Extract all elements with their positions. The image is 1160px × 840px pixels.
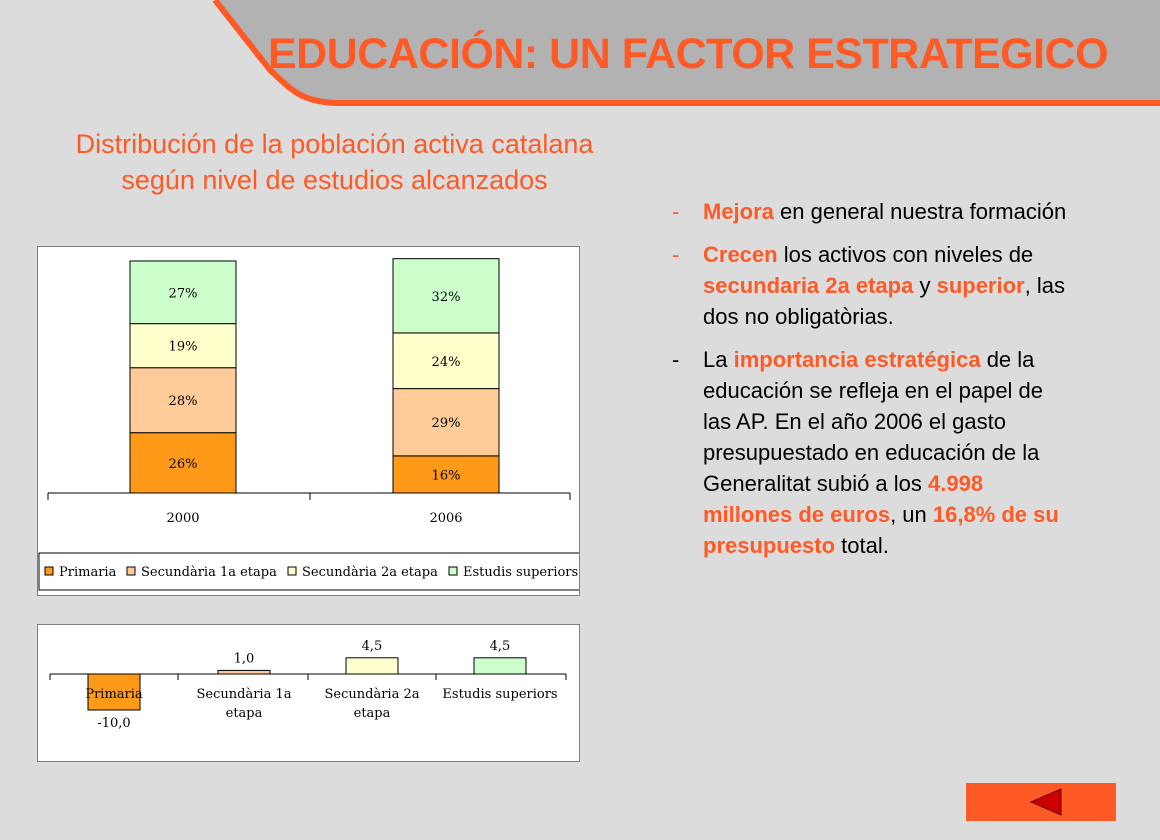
bar-primaria-2000 <box>129 432 237 494</box>
bullet-text: La importancia estratégica de la educaci… <box>703 344 1072 561</box>
body-text: de la educación se refleja en el papel d… <box>703 347 1044 496</box>
stacked-bar-chart: 26% 28% 19% 27% 2000 16% 29% 24% 32% 2006 Primaria… <box>38 258 579 591</box>
body-text: La <box>703 347 734 372</box>
legend: Primaria Secundària 1a etapa Secundària 2a… <box>38 552 579 591</box>
data-label: 26% <box>169 457 198 472</box>
x-tick-label: Primaria <box>85 687 143 702</box>
chart-subtitle: Distribución de la población activa cata… <box>75 129 594 195</box>
bullet-text: Crecen los activos con niveles de secund… <box>703 239 1072 332</box>
x-tick-label: Secundària 2a <box>325 687 420 702</box>
bullet-dash: - <box>672 347 680 372</box>
legend-label-estudis-superiors: Estudis superiors <box>463 565 578 580</box>
bullet-item: - Mejora en general nuestra formación <box>672 196 1072 227</box>
body-text: en general nuestra formación <box>773 199 1067 224</box>
bullet-list: - Mejora en general nuestra formación - Cre… <box>672 196 1072 573</box>
legend-swatch-secundaria-1a-etapa <box>126 566 136 576</box>
stacked-bar-chart-panel: 26% 28% 19% 27% 2000 16% 29% 24% 32% 2006 Primaria… <box>37 246 580 596</box>
x-tick-label: etapa <box>226 706 263 721</box>
bar-estudis-superiors-2000 <box>129 260 237 325</box>
header-gray-shape <box>0 0 1160 103</box>
data-label: 19% <box>169 340 198 355</box>
legend-swatch-secundaria-2a-etapa <box>287 566 297 576</box>
legend-swatch-estudis-superiors <box>448 566 458 576</box>
header-banner <box>0 0 1160 106</box>
bullet-dash: - <box>672 242 680 267</box>
legend-swatch-primaria <box>44 566 54 576</box>
header-curve-line <box>212 0 1160 106</box>
data-label: 4,5 <box>362 639 383 654</box>
bullet-item: - Crecen los activos con niveles de secun… <box>672 239 1072 332</box>
body-text: los activos con niveles de <box>777 242 1034 267</box>
bullet-dash: - <box>672 199 680 224</box>
legend-label-primaria: Primaria <box>59 565 117 580</box>
data-label: 29% <box>432 416 461 431</box>
body-text: , las dos no obligatòrias. <box>703 273 1065 329</box>
highlight-text: importancia estratégica <box>733 347 981 372</box>
legend-label-secundaria-2a-etapa: Secundària 2a etapa <box>302 565 438 580</box>
highlight-text: Crecen <box>703 242 778 267</box>
x-tick-label: 2000 <box>166 511 199 526</box>
data-label: 4,5 <box>490 639 511 654</box>
x-tick-label: Estudis superiors <box>442 687 557 702</box>
data-label: -10,0 <box>97 716 130 731</box>
back-button[interactable] <box>966 783 1116 821</box>
difference-bar-chart: -10,0 Primaria 1,0 Secundària 1a etapa 4,5 Sec… <box>49 639 567 731</box>
highlight-text: 16,8% de su presupuesto <box>703 502 1059 558</box>
data-label: 28% <box>169 394 198 409</box>
bar-estudis-superiors-2006 <box>392 258 500 334</box>
data-label: 1,0 <box>234 651 255 666</box>
bar-primaria <box>87 673 141 711</box>
highlight-text: superior <box>936 273 1025 298</box>
data-label: 32% <box>432 290 461 305</box>
highlight-text: Mejora <box>703 199 774 224</box>
x-tick-label: etapa <box>354 706 391 721</box>
bar-primaria-2006 <box>392 455 500 494</box>
highlight-text: secundaria 2a etapa <box>703 273 914 298</box>
body-text: y <box>913 273 937 298</box>
bar-secundaria-1a-etapa-2000 <box>129 367 237 434</box>
bar-secundaria-1a-etapa <box>217 669 271 675</box>
legend-label-secundaria-1a-etapa: Secundària 1a etapa <box>141 565 277 580</box>
bullet-item: - La importancia estratégica de la educac… <box>672 344 1072 561</box>
highlight-text: 4.998 millones de euros <box>703 471 984 527</box>
data-label: 24% <box>432 355 461 370</box>
body-text: total. <box>835 533 889 558</box>
bar-estudis-superiors <box>473 657 527 675</box>
page-title: EDUCACIÓN: UN FACTOR ESTRATEGICO <box>268 30 1109 78</box>
bar-secundaria-2a-etapa <box>345 657 399 675</box>
bar-secundaria-1a-etapa-2006 <box>392 388 500 457</box>
x-tick-label: 2006 <box>429 511 462 526</box>
bullet-text: Mejora en general nuestra formación <box>703 196 1066 227</box>
data-label: 16% <box>432 468 461 483</box>
data-label: 27% <box>169 286 198 301</box>
difference-bar-chart-panel: -10,0 Primaria 1,0 Secundària 1a etapa 4,5 Sec… <box>37 624 580 762</box>
x-tick-label: Secundària 1a <box>197 687 292 702</box>
bar-secundaria-2a-etapa-2000 <box>129 323 237 369</box>
body-text: , un <box>890 502 933 527</box>
triangle-left-icon <box>1029 788 1062 816</box>
